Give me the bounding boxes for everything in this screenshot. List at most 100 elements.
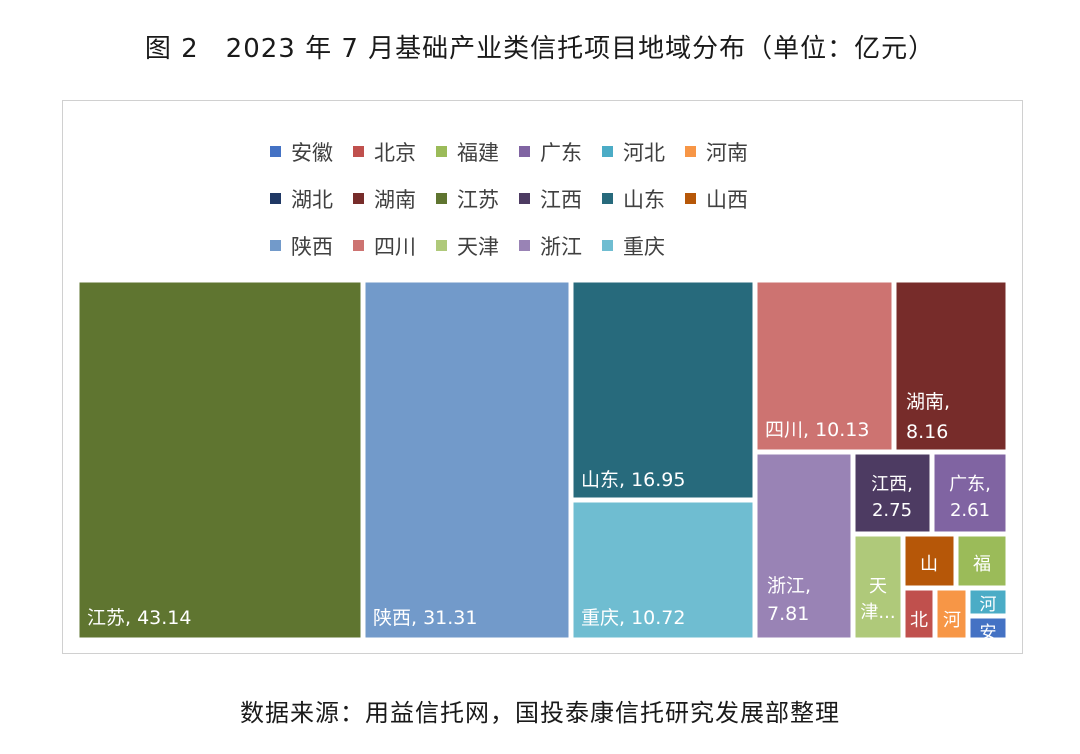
tile-label-line: 2.75 [872,500,912,521]
tile-label-line: 山东, 16.95 [581,469,685,491]
legend-swatch [436,193,447,204]
legend-item: 陕西 [270,231,333,261]
treemap-tile [895,281,1007,451]
legend-label: 湖北 [291,187,333,212]
legend-row: 陕西 四川 天津 浙江 重庆 [270,222,890,269]
legend-label: 江苏 [457,187,499,212]
tile-label: 江苏, 43.14 [87,607,191,629]
legend-item: 山东 [602,184,665,214]
legend-label: 江西 [540,187,582,212]
treemap-tile [756,281,893,451]
legend-item: 北京 [353,137,416,167]
tile-label: 北 [910,610,928,631]
legend-swatch [602,240,613,251]
tile-label: 江西, 2.75 [871,474,913,521]
legend-item: 安徽 [270,137,333,167]
treemap-tile [364,281,570,639]
chart-frame [62,100,1023,654]
legend-item: 湖南 [353,184,416,214]
tile-label: 四川, 10.13 [765,419,869,441]
tile-label: 安 [980,623,997,643]
legend-label: 天津 [457,234,499,259]
tile-label-line: 重庆, 10.72 [581,607,685,629]
tile-label-line: 广东, [949,474,991,495]
legend-swatch [685,193,696,204]
treemap-tile [904,535,955,587]
tile-label-line: 天 [869,576,887,597]
tile-label: 陕西, 31.31 [373,607,477,629]
legend-item: 四川 [353,231,416,261]
legend-swatch [519,146,530,157]
legend-label: 陕西 [291,234,333,259]
treemap-tile [936,589,967,639]
tile-label: 广东, 2.61 [949,474,991,521]
tile-label-line: 四川, 10.13 [765,419,869,441]
tile-label-line: 浙江, [767,575,811,597]
legend-label: 重庆 [623,234,665,259]
tile-label: 浙江, 7.81 [767,575,811,625]
legend-label: 北京 [374,140,416,165]
tile-label: 湖南, 8.16 [906,391,950,443]
tile-label: 山 [920,554,938,575]
legend-item: 江西 [519,184,582,214]
legend-item: 重庆 [602,231,665,261]
treemap-tile [933,453,1007,533]
tile-label-line: 湖南, [906,391,950,413]
tile-label: 山东, 16.95 [581,469,685,491]
tile-label: 河 [943,610,961,631]
treemap-tile [572,501,754,639]
tile-label-line: 福 [973,554,991,575]
tile-label-line: 北 [910,610,928,631]
treemap-tile [904,589,934,639]
tile-label-line: 8.16 [906,421,948,443]
legend-item: 山西 [685,184,748,214]
tile-label-line: 山 [920,554,938,575]
tile-label: 福 [973,554,991,575]
legend-swatch [436,146,447,157]
legend-label: 山西 [706,187,748,212]
legend-label: 福建 [457,140,499,165]
tile-label-line: 江苏, 43.14 [87,607,191,629]
tile-label-line: 江西, [871,474,913,495]
tile-label-line: 河 [943,610,961,631]
chart-legend: 安徽 北京 福建 广东 河北 河南湖北 湖南 江苏 江西 山东 山西陕西 四川 天津 浙江 重庆 [270,128,890,269]
legend-swatch [436,240,447,251]
legend-swatch [270,146,281,157]
tile-label-line: 陕西, 31.31 [373,607,477,629]
legend-item: 天津 [436,231,499,261]
legend-item: 广东 [519,137,582,167]
tile-label-line: 7.81 [767,603,809,625]
legend-swatch [685,146,696,157]
tile-label: 重庆, 10.72 [581,607,685,629]
legend-label: 山东 [623,187,665,212]
legend-item: 湖北 [270,184,333,214]
legend-label: 河南 [706,140,748,165]
legend-swatch [270,193,281,204]
tile-label-line: 河 [980,595,997,615]
legend-label: 河北 [623,140,665,165]
treemap-tile [854,535,902,639]
data-source-note: 数据来源：用益信托网，国投泰康信托研究发展部整理 [240,699,840,727]
legend-item: 江苏 [436,184,499,214]
legend-item: 浙江 [519,231,582,261]
treemap-tile [854,453,931,533]
legend-row: 安徽 北京 福建 广东 河北 河南 [270,128,890,175]
treemap-tile [572,281,754,499]
legend-swatch [353,193,364,204]
treemap-tile [957,535,1007,587]
treemap-tile [969,589,1007,615]
legend-row: 湖北 湖南 江苏 江西 山东 山西 [270,175,890,222]
legend-swatch [270,240,281,251]
legend-swatch [602,193,613,204]
legend-swatch [353,146,364,157]
treemap-tile [756,453,852,639]
legend-item: 河南 [685,137,748,167]
legend-swatch [519,240,530,251]
legend-label: 湖南 [374,187,416,212]
legend-label: 四川 [374,234,416,259]
tile-label: 天津... [860,576,895,623]
legend-swatch [519,193,530,204]
legend-item: 福建 [436,137,499,167]
tile-label-line: 津... [860,602,895,623]
